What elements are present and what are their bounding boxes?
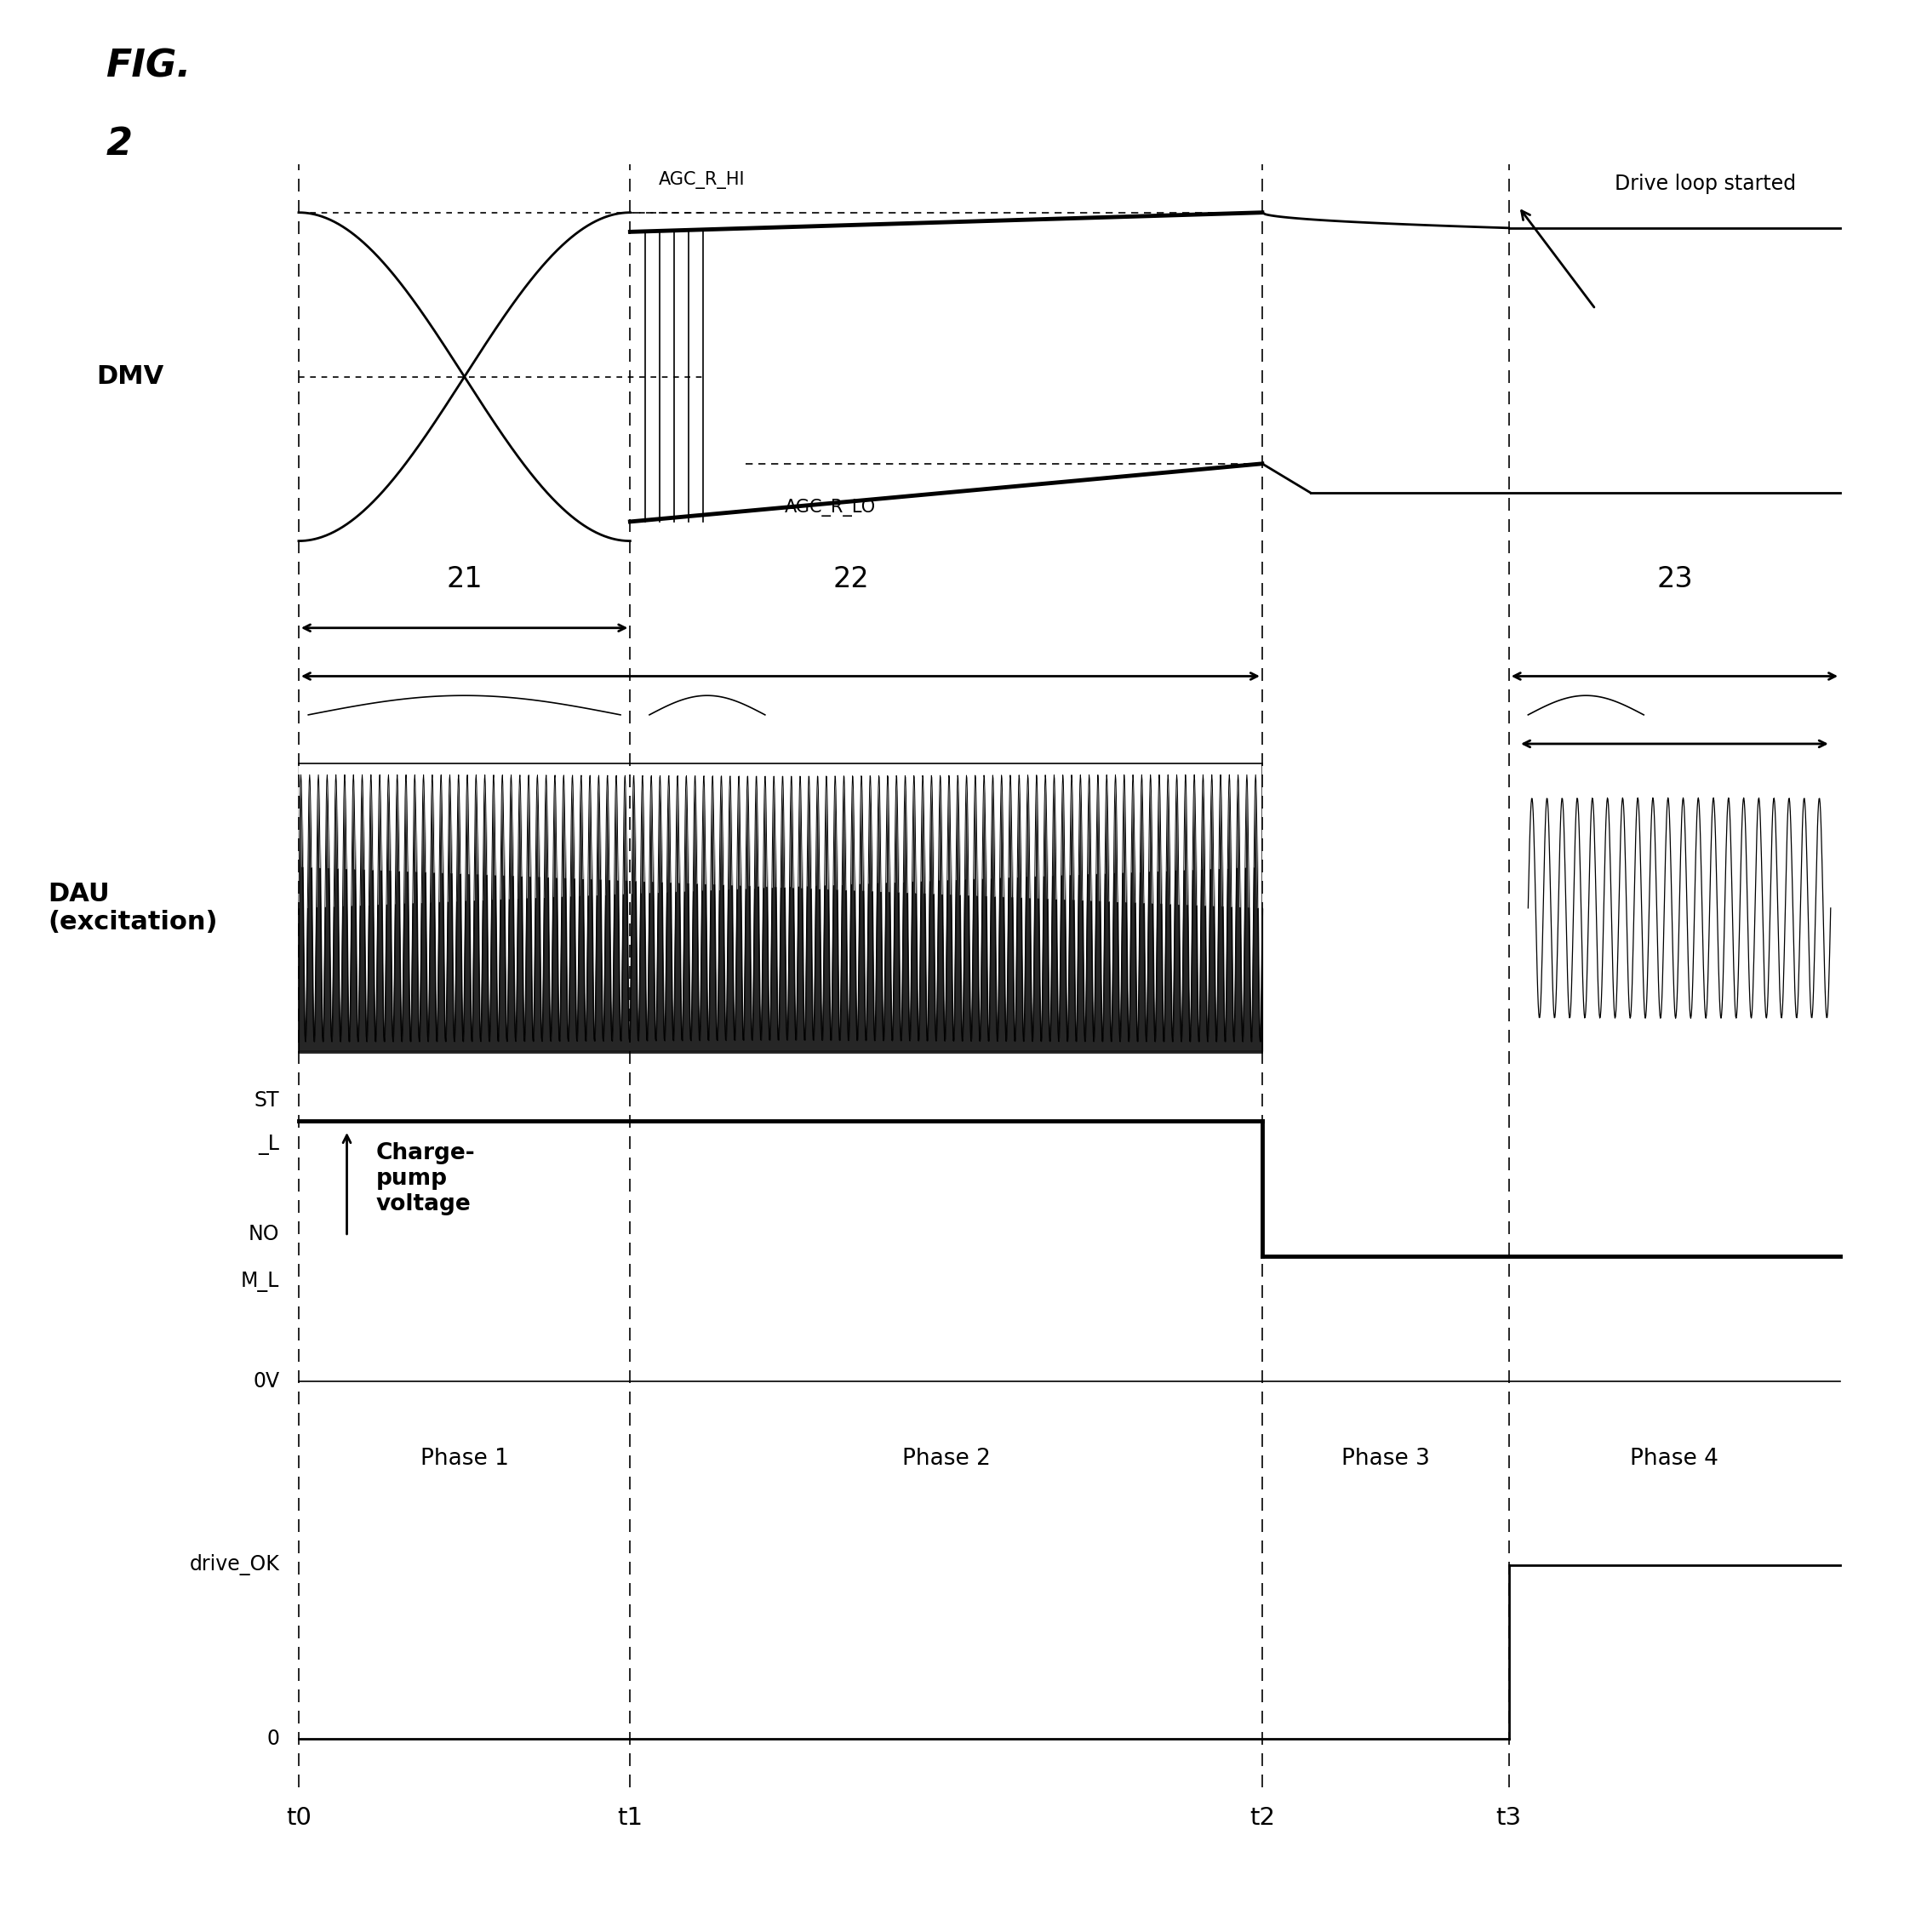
- Text: AGC_R_LO: AGC_R_LO: [784, 498, 875, 516]
- Bar: [299, 763, 1262, 1053]
- Text: ST: ST: [254, 1090, 279, 1111]
- Text: Phase 1: Phase 1: [420, 1447, 509, 1470]
- Text: 2: 2: [106, 126, 133, 162]
- Text: FIG.: FIG.: [106, 48, 191, 85]
- Text: AGC_R_HI: AGC_R_HI: [659, 172, 746, 189]
- Text: 0: 0: [266, 1729, 279, 1748]
- Text: 22: 22: [832, 564, 869, 593]
- Text: Phase 4: Phase 4: [1630, 1447, 1719, 1470]
- Text: M_L: M_L: [241, 1271, 279, 1293]
- Text: 21: 21: [447, 564, 482, 593]
- Text: t2: t2: [1249, 1806, 1276, 1830]
- Text: Phase 3: Phase 3: [1341, 1447, 1430, 1470]
- Text: t3: t3: [1495, 1806, 1522, 1830]
- Text: 23: 23: [1657, 564, 1692, 593]
- Text: Phase 2: Phase 2: [902, 1447, 990, 1470]
- Text: Charge-
pump
voltage: Charge- pump voltage: [376, 1142, 476, 1215]
- Text: NO: NO: [249, 1223, 279, 1244]
- Text: Drive loop started: Drive loop started: [1615, 174, 1796, 195]
- Text: _L: _L: [258, 1134, 279, 1155]
- Text: DMV: DMV: [96, 365, 164, 388]
- Text: drive_OK: drive_OK: [189, 1553, 279, 1577]
- Text: t0: t0: [285, 1806, 312, 1830]
- Text: t1: t1: [617, 1806, 644, 1830]
- Text: 0V: 0V: [252, 1372, 279, 1391]
- Text: DAU
(excitation): DAU (excitation): [48, 881, 218, 935]
